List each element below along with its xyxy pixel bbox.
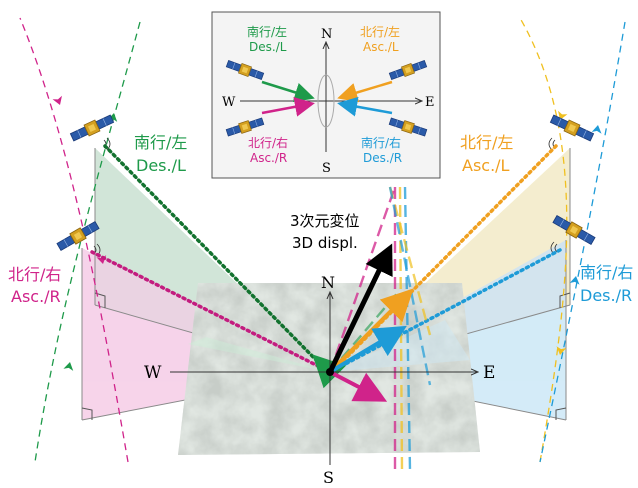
label-asc-right-jp: 北行/右: [8, 265, 61, 284]
compass-north: N: [321, 273, 335, 292]
vector-asc-right: [328, 370, 388, 402]
vector-desc-right: [328, 325, 407, 374]
compass-south: S: [323, 468, 334, 487]
los-asc-right-left: [90, 250, 328, 372]
component-guides: [328, 186, 432, 471]
compass-east: E: [483, 363, 495, 383]
orbit-desc-right-right: [539, 21, 626, 463]
signal-wave-icon: [93, 137, 558, 257]
inset-label-desc-right-jp: 南行/右: [361, 135, 401, 150]
inset-west: W: [222, 95, 236, 110]
inset-north: N: [321, 27, 332, 42]
inset-label-desc-right-en: Des./R: [363, 151, 402, 165]
orbit-asc-right-left: [19, 17, 129, 463]
right-angle-marker-icon: [81, 292, 571, 420]
label-3d-displacement-jp: 3次元変位: [290, 212, 360, 230]
inset-label-asc-left-en: Asc./L: [363, 40, 399, 54]
label-desc-left-en: Des./L: [136, 156, 186, 175]
label-asc-left-jp: 北行/左: [460, 133, 513, 152]
inset-south: S: [322, 161, 331, 176]
satellite-icon: [549, 112, 595, 144]
inset-panel: N S W E 南行/左 Des./L 北行/左 Asc./L 北行/右 Asc…: [211, 11, 441, 179]
label-desc-right-en: Des./R: [580, 286, 632, 305]
orbit-asc-left-right: [519, 17, 568, 463]
inset-label-desc-left-jp: 南行/左: [247, 24, 287, 39]
inset-label-asc-right-en: Asc./R: [250, 151, 287, 165]
inset-label-asc-right-jp: 北行/右: [248, 135, 288, 150]
compass-west: W: [144, 363, 162, 383]
orbit-paths: [19, 17, 626, 463]
vector-asc-left: [328, 288, 414, 374]
satellite-icon: [55, 219, 101, 253]
compass-axes: [170, 292, 478, 465]
label-desc-right-jp: 南行/右: [580, 263, 633, 282]
label-asc-right-en: Asc./R: [11, 287, 61, 306]
label-asc-left-en: Asc./L: [462, 156, 510, 175]
inset-label-asc-left-jp: 北行/左: [360, 24, 400, 39]
inset-east: E: [425, 95, 435, 110]
displacement-vector: [327, 243, 393, 374]
label-desc-left-jp: 南行/左: [134, 133, 187, 152]
los-desc-left: [103, 144, 328, 372]
inset-label-desc-left-en: Des./L: [249, 40, 287, 54]
label-3d-displacement-en: 3D displ.: [292, 234, 358, 252]
